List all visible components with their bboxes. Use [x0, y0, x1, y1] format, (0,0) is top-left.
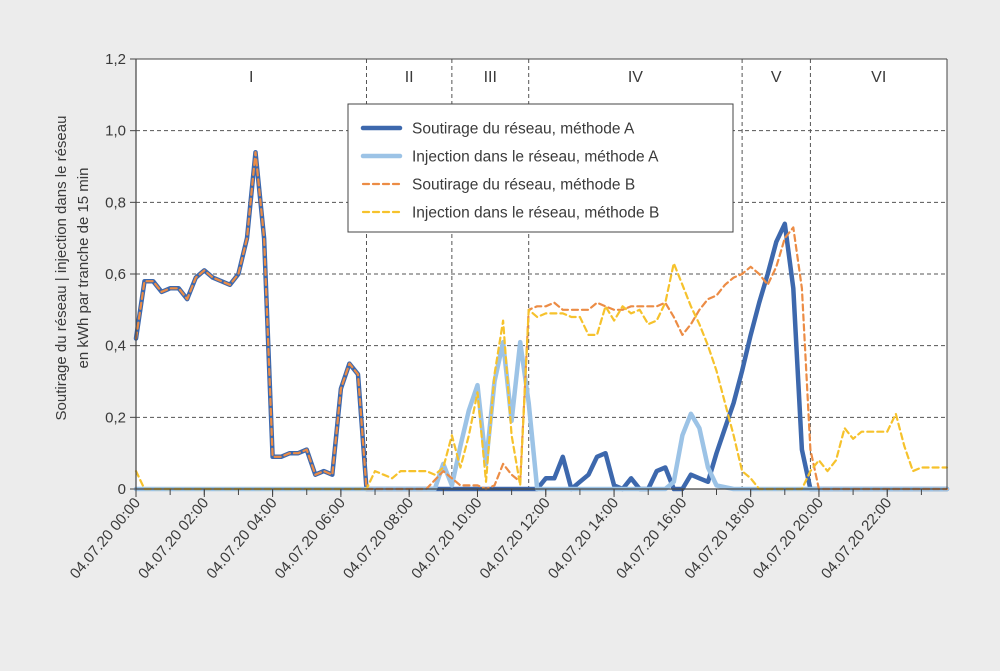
y-axis-label: Soutirage du réseau | injection dans le … [53, 116, 92, 421]
series-line-4 [134, 262, 949, 491]
x-tick-label: 04.07.20 16:00 [613, 495, 690, 583]
x-tick-label: 04.07.20 14:00 [545, 495, 622, 583]
y-axis-label-line-1: Soutirage du réseau | injection dans le … [53, 116, 70, 421]
x-tick-label: 04.07.20 10:00 [408, 495, 485, 583]
phase-label: I [249, 69, 253, 86]
y-tick-label: 0,6 [105, 266, 126, 283]
phase-label: II [405, 69, 414, 86]
y-tick-label: 1,2 [105, 51, 126, 68]
y-axis-label-line-2: en kWh par tranche de 15 min [75, 168, 92, 369]
x-tick-label: 04.07.20 00:00 [67, 495, 144, 583]
legend-box [347, 103, 734, 233]
y-tick-label: 1,0 [105, 123, 126, 140]
x-tick-label: 04.07.20 18:00 [681, 495, 758, 583]
legend-label-2: Injection dans le réseau, méthode A [412, 149, 659, 166]
legend: Soutirage du réseau, méthode A Injection … [347, 103, 734, 233]
phase-label: VI [871, 69, 886, 86]
x-tick-label: 04.07.20 06:00 [272, 495, 349, 583]
y-tick-label: 0,2 [105, 409, 126, 426]
phase-label: III [484, 69, 497, 86]
phase-label: IV [628, 69, 643, 86]
x-tick-label: 04.07.20 08:00 [340, 495, 417, 583]
legend-label-1: Soutirage du réseau, méthode A [412, 121, 635, 138]
x-tick-label: 04.07.20 20:00 [750, 495, 827, 583]
x-tick-label: 04.07.20 12:00 [476, 495, 553, 583]
legend-label-4: Injection dans le réseau, méthode B [412, 205, 659, 222]
y-tick-label: 0,4 [105, 338, 126, 355]
x-tick-label: 04.07.20 02:00 [135, 495, 212, 583]
legend-label-3: Soutirage du réseau, méthode B [412, 177, 635, 194]
y-tick-label: 0 [118, 481, 126, 498]
x-tick-label: 04.07.20 22:00 [818, 495, 895, 583]
y-tick-label: 0,8 [105, 194, 126, 211]
x-tick-label: 04.07.20 04:00 [203, 495, 280, 583]
phase-label: V [771, 69, 782, 86]
